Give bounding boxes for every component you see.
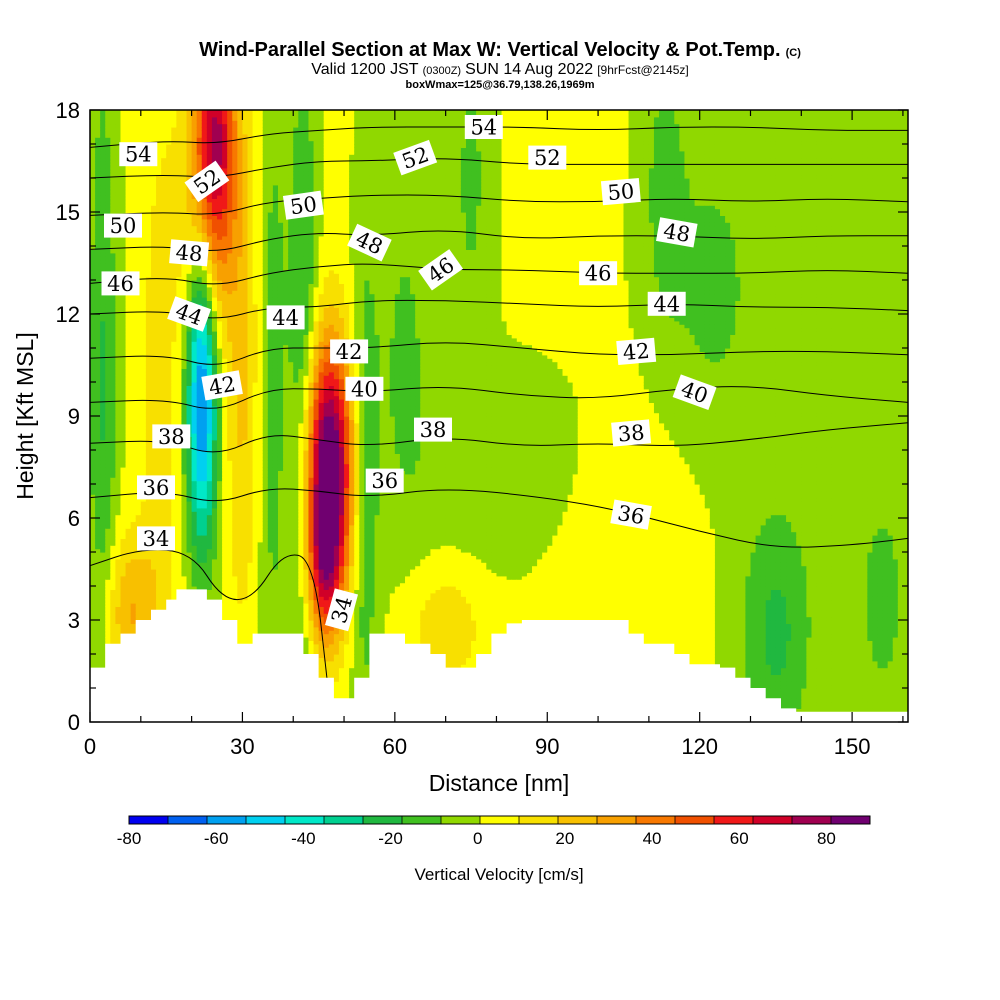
colorbar-swatch [636, 816, 675, 824]
colorbar-swatch [129, 816, 168, 824]
colorbar-swatch [246, 816, 285, 824]
colorbar-label: Vertical Velocity [cm/s] [414, 865, 583, 884]
y-tick-label: 0 [68, 710, 80, 735]
y-tick-label: 18 [56, 98, 80, 123]
y-tick-label: 9 [68, 404, 80, 429]
contour-label: 42 [330, 339, 368, 364]
colorbar-swatch [714, 816, 753, 824]
colorbar-tick-label: 60 [730, 829, 749, 848]
contour-label: 36 [366, 469, 404, 494]
colorbar-swatch [519, 816, 558, 824]
y-tick-label: 12 [56, 302, 80, 327]
x-tick-label: 150 [834, 734, 871, 759]
contour-label: 50 [104, 214, 142, 239]
contour-label: 44 [267, 305, 305, 330]
contour-label: 44 [648, 292, 686, 317]
colorbar-tick-label: -80 [117, 829, 142, 848]
colorbar-tick-label: 40 [643, 829, 662, 848]
colorbar-tick-label: 20 [555, 829, 574, 848]
chart-title: Wind-Parallel Section at Max W: Vertical… [199, 39, 801, 61]
y-tick-label: 6 [68, 506, 80, 531]
colorbar-tick-label: 0 [473, 829, 482, 848]
chart-subtitle: Valid 1200 JST (0300Z) SUN 14 Aug 2022 [9hr… [311, 61, 689, 78]
chart: Wind-Parallel Section at Max W: Vertical… [0, 0, 1000, 1000]
contour-label: 36 [137, 475, 175, 500]
contour-label: 48 [169, 239, 209, 267]
contour-label: 40 [345, 377, 383, 402]
y-tick-label: 15 [56, 200, 80, 225]
contour-label: 54 [465, 115, 503, 140]
colorbar-tick-label: -40 [291, 829, 316, 848]
contour-label: 42 [616, 338, 656, 366]
contour-label: 38 [414, 418, 452, 443]
x-axis-label: Distance [nm] [429, 770, 570, 796]
colorbar-swatch [324, 816, 363, 824]
contour-label: 46 [102, 271, 140, 296]
colorbar-swatch [207, 816, 246, 824]
colorbar-tick-label: 80 [817, 829, 836, 848]
contour-label: 38 [611, 419, 651, 447]
x-tick-label: 0 [84, 734, 96, 759]
contour-label: 38 [152, 424, 190, 449]
colorbar-swatch [558, 816, 597, 824]
colorbar-swatch [480, 816, 519, 824]
contour-label: 52 [528, 146, 566, 171]
x-tick-label: 90 [535, 734, 559, 759]
x-tick-label: 30 [230, 734, 254, 759]
colorbar-tick-label: -60 [204, 829, 229, 848]
contour-label: 50 [283, 191, 324, 221]
colorbar-swatch [363, 816, 402, 824]
chart-box-info: boxWmax=125@36.79,138.26,1969m [406, 79, 595, 91]
y-axis-label: Height [Kft MSL] [12, 332, 38, 499]
colorbar-swatch [441, 816, 480, 824]
colorbar-swatch [675, 816, 714, 824]
colorbar-swatch [831, 816, 870, 824]
colorbar: -80 -60 -40 -20 0 20 40 60 80 [117, 816, 871, 848]
contour-label: 34 [137, 526, 175, 551]
contour-label: 46 [579, 261, 617, 286]
y-tick-label: 3 [68, 608, 80, 633]
colorbar-swatch [168, 816, 207, 824]
x-tick-label: 120 [681, 734, 718, 759]
colorbar-tick-label: -20 [378, 829, 403, 848]
colorbar-swatch [597, 816, 636, 824]
colorbar-swatch [285, 816, 324, 824]
colorbar-swatch [753, 816, 792, 824]
contour-label: 54 [119, 142, 157, 167]
x-tick-label: 60 [383, 734, 407, 759]
colorbar-swatch [792, 816, 831, 824]
contour-label: 50 [601, 178, 641, 206]
colorbar-swatch [402, 816, 441, 824]
